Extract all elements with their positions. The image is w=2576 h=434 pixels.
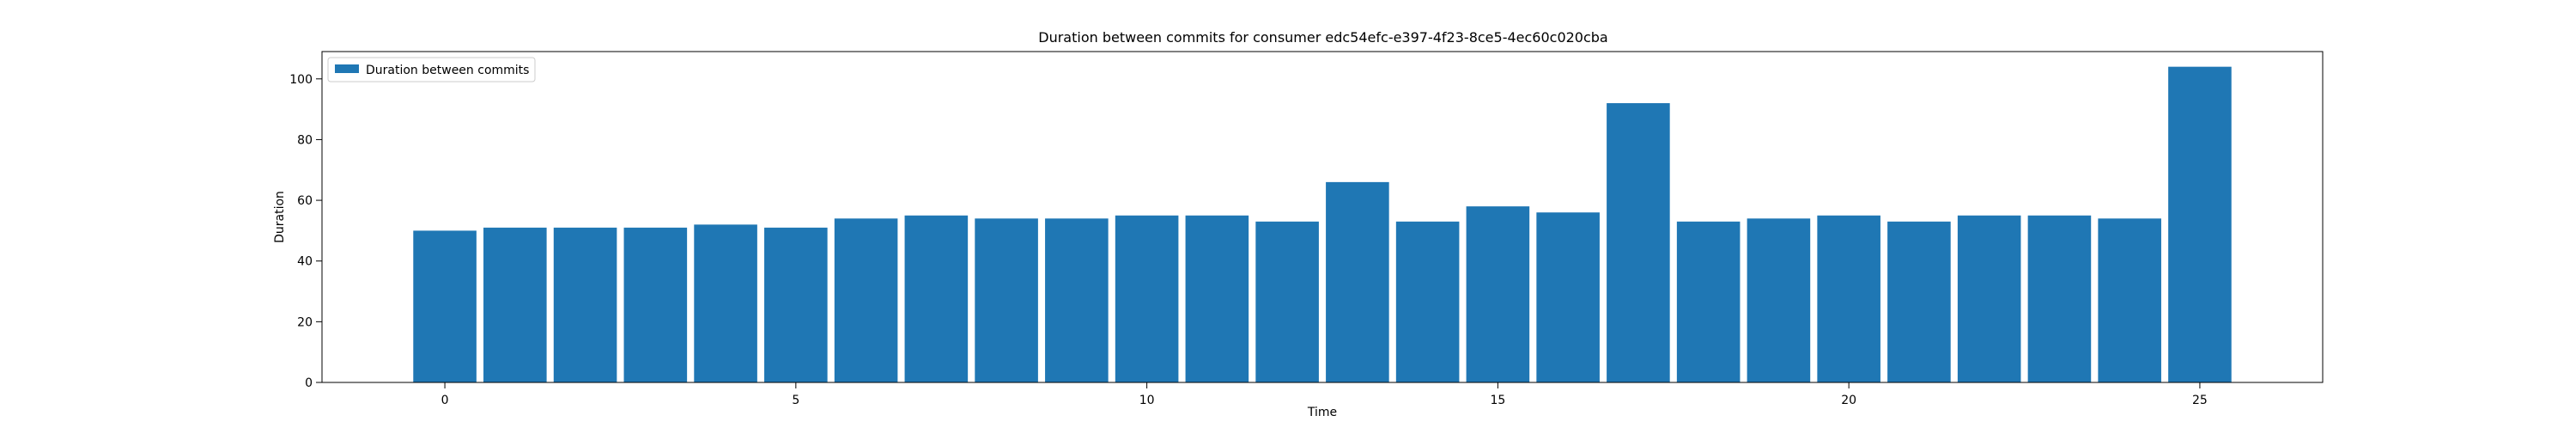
x-tick-label: 25 bbox=[2192, 394, 2208, 407]
y-tick-label: 60 bbox=[297, 194, 313, 208]
x-tick-label: 0 bbox=[441, 394, 449, 407]
bar bbox=[1676, 221, 1741, 382]
bar bbox=[623, 227, 688, 382]
legend: Duration between commits bbox=[327, 57, 536, 83]
bar bbox=[2168, 66, 2232, 382]
bar bbox=[1957, 215, 2021, 382]
bar bbox=[1185, 215, 1249, 382]
x-tick-label: 15 bbox=[1490, 394, 1505, 407]
bar bbox=[1115, 215, 1179, 382]
x-tick-label: 20 bbox=[1841, 394, 1856, 407]
bar bbox=[1747, 218, 1811, 382]
legend-box bbox=[327, 57, 536, 83]
bar bbox=[1326, 181, 1389, 382]
y-tick-label: 80 bbox=[297, 133, 313, 147]
y-tick-label: 0 bbox=[305, 376, 313, 390]
plot-frame bbox=[321, 51, 2324, 383]
chart-title: Duration between commits for consumer ed… bbox=[1038, 29, 1607, 46]
bar bbox=[1466, 206, 1530, 382]
bar bbox=[694, 224, 757, 382]
bar bbox=[2027, 215, 2092, 382]
bar bbox=[834, 218, 898, 382]
y-axis-label: Duration bbox=[273, 191, 287, 243]
bar bbox=[483, 227, 547, 382]
bar bbox=[1607, 103, 1670, 382]
bar bbox=[2098, 218, 2161, 382]
x-axis-ticks: 0 5 10 15 20 25 bbox=[441, 382, 2208, 407]
y-tick-label: 40 bbox=[297, 255, 313, 269]
bar bbox=[764, 227, 828, 382]
bar bbox=[1395, 221, 1460, 382]
bar bbox=[904, 215, 969, 382]
x-tick-label: 10 bbox=[1139, 394, 1155, 407]
bar bbox=[1045, 218, 1109, 382]
y-axis-ticks: 0 20 40 60 80 100 bbox=[289, 73, 322, 390]
legend-swatch bbox=[335, 64, 359, 73]
bar bbox=[553, 227, 617, 382]
x-tick-label: 5 bbox=[792, 394, 799, 407]
bar bbox=[413, 230, 477, 382]
bar bbox=[1817, 215, 1880, 382]
bar bbox=[1887, 221, 1951, 382]
bar bbox=[975, 218, 1038, 382]
legend-label: Duration between commits bbox=[366, 64, 529, 77]
bar bbox=[1536, 212, 1600, 382]
x-axis-label: Time bbox=[1307, 406, 1337, 419]
bars-group bbox=[413, 66, 2232, 382]
y-tick-label: 100 bbox=[289, 73, 313, 87]
bar bbox=[1255, 221, 1319, 382]
y-tick-label: 20 bbox=[297, 315, 313, 329]
